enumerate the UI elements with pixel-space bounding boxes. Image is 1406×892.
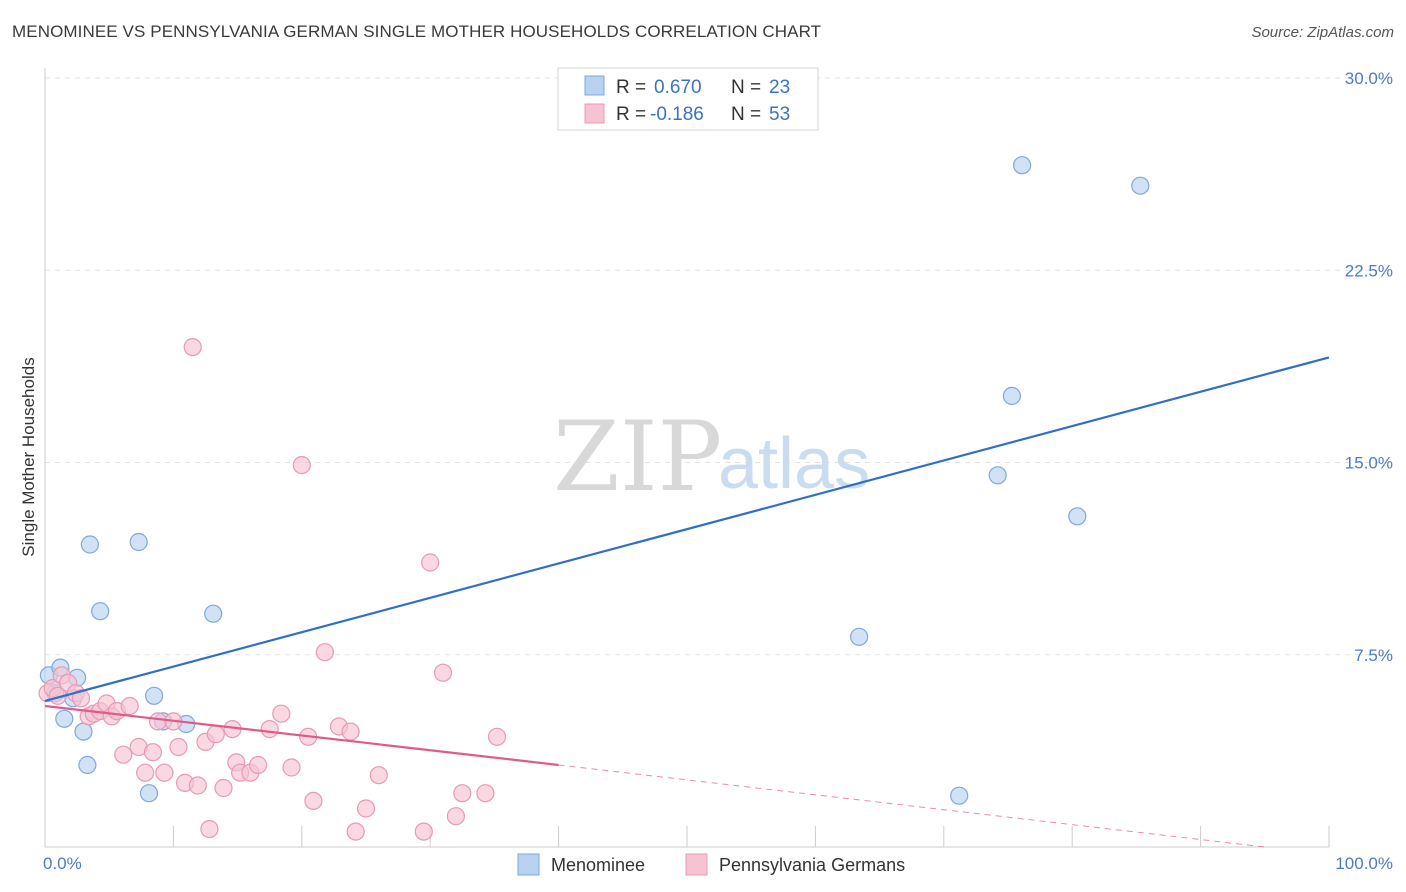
point-menominee-8 bbox=[80, 535, 100, 554]
legend-swatch-pennsylvania-germans bbox=[584, 103, 605, 124]
point-menominee-18 bbox=[988, 466, 1007, 485]
y-axis-title: Single Mother Households bbox=[19, 357, 38, 556]
point-menominee-6 bbox=[74, 722, 93, 741]
point-pennsylvania-germans-14 bbox=[120, 696, 139, 716]
point-pennsylvania-germans-51 bbox=[476, 784, 495, 803]
point-pennsylvania-germans-52 bbox=[487, 727, 507, 746]
y-tick-label-0: 7.5% bbox=[1354, 646, 1393, 665]
point-pennsylvania-germans-28 bbox=[214, 778, 233, 798]
legend-n-label-pennsylvania-germans: N = bbox=[731, 104, 761, 125]
correlation-legend: R = 0.670 N = 23 R = -0.186 N = 53 bbox=[557, 67, 819, 131]
point-pennsylvania-germans-35 bbox=[272, 704, 291, 723]
point-pennsylvania-germans-50 bbox=[453, 784, 472, 803]
point-pennsylvania-germans-48 bbox=[433, 663, 453, 682]
point-pennsylvania-germans-27 bbox=[206, 725, 225, 744]
trendline-menominee bbox=[44, 356, 1330, 702]
grid-layer bbox=[45, 77, 1392, 656]
point-menominee-9 bbox=[91, 602, 110, 621]
point-pennsylvania-germans-26 bbox=[200, 819, 219, 839]
point-pennsylvania-germans-33 bbox=[249, 755, 268, 775]
series-legend-swatch-pennsylvania-germans bbox=[685, 853, 708, 876]
axes-layer bbox=[44, 68, 1330, 848]
watermark-atlas-text: atlas bbox=[718, 424, 870, 504]
point-pennsylvania-germans-45 bbox=[369, 766, 388, 785]
point-pennsylvania-germans-6 bbox=[71, 689, 91, 708]
point-pennsylvania-germans-39 bbox=[304, 791, 323, 811]
legend-r-label-menominee: R = bbox=[616, 77, 646, 98]
watermark-zip-text: ZIP bbox=[553, 401, 722, 513]
y-tick-label-3: 30.0% bbox=[1345, 69, 1393, 88]
point-pennsylvania-germans-34 bbox=[260, 719, 279, 739]
point-menominee-19 bbox=[1002, 386, 1022, 405]
series-legend-label-menominee: Menominee bbox=[551, 855, 645, 875]
x-tick-label-1: 100.0% bbox=[1335, 854, 1393, 873]
point-pennsylvania-germans-47 bbox=[421, 553, 440, 572]
point-pennsylvania-germans-23 bbox=[183, 338, 202, 357]
series-legend: Menominee Pennsylvania Germans bbox=[517, 853, 905, 876]
point-pennsylvania-germans-18 bbox=[148, 712, 168, 731]
point-menominee-11 bbox=[139, 784, 159, 803]
trendline-pennsylvania-germans-solid bbox=[44, 704, 559, 767]
point-pennsylvania-germans-43 bbox=[346, 822, 365, 841]
point-menominee-10 bbox=[129, 532, 148, 552]
series-legend-swatch-menominee bbox=[517, 853, 540, 876]
trend-layer bbox=[44, 356, 1330, 848]
point-menominee-12 bbox=[145, 686, 164, 705]
point-pennsylvania-germans-13 bbox=[114, 745, 133, 764]
point-pennsylvania-germans-37 bbox=[292, 456, 311, 475]
watermark: ZIP atlas bbox=[553, 401, 870, 513]
point-menominee-16 bbox=[849, 627, 869, 646]
chart-title: MENOMINEE VS PENNSYLVANIA GERMAN SINGLE … bbox=[12, 22, 822, 41]
point-pennsylvania-germans-21 bbox=[169, 737, 188, 757]
point-menominee-22 bbox=[1131, 176, 1150, 195]
chart-source: Source: ZipAtlas.com bbox=[1251, 24, 1394, 41]
legend-n-label-menominee: N = bbox=[731, 77, 761, 98]
point-pennsylvania-germans-24 bbox=[188, 776, 207, 795]
point-pennsylvania-germans-19 bbox=[155, 763, 174, 782]
point-pennsylvania-germans-40 bbox=[315, 643, 334, 662]
legend-swatch-menominee bbox=[584, 75, 605, 96]
point-pennsylvania-germans-36 bbox=[282, 758, 301, 777]
y-tick-label-1: 15.0% bbox=[1345, 454, 1393, 473]
point-pennsylvania-germans-42 bbox=[341, 722, 360, 741]
point-menominee-21 bbox=[1068, 507, 1087, 526]
legend-n-value-pennsylvania-germans: 53 bbox=[769, 104, 790, 125]
legend-r-value-menominee: 0.670 bbox=[654, 77, 702, 98]
point-menominee-3 bbox=[55, 709, 74, 728]
point-pennsylvania-germans-46 bbox=[414, 822, 433, 841]
point-menominee-17 bbox=[950, 786, 969, 805]
point-menominee-15 bbox=[204, 604, 223, 623]
y-tick-label-2: 22.5% bbox=[1345, 261, 1393, 280]
point-pennsylvania-germans-17 bbox=[143, 743, 162, 762]
labels-layer: 7.5% 15.0% 22.5% 30.0% 0.0% 100.0% Single Moth… bbox=[19, 69, 1393, 873]
legend-r-label-pennsylvania-germans: R = bbox=[616, 104, 646, 125]
series-legend-label-pennsylvania-germans: Pennsylvania Germans bbox=[719, 855, 905, 875]
point-menominee-20 bbox=[1012, 156, 1032, 175]
point-pennsylvania-germans-44 bbox=[356, 799, 376, 818]
point-menominee-7 bbox=[78, 755, 97, 775]
legend-n-value-menominee: 23 bbox=[769, 77, 790, 98]
point-pennsylvania-germans-49 bbox=[446, 807, 465, 826]
trendline-pennsylvania-germans-dashed bbox=[558, 764, 1265, 848]
point-pennsylvania-germans-16 bbox=[136, 763, 155, 782]
x-tick-label-0: 0.0% bbox=[43, 854, 82, 873]
legend-r-value-pennsylvania-germans: -0.186 bbox=[650, 104, 704, 125]
